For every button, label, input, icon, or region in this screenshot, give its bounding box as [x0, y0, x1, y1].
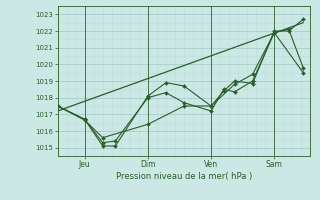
X-axis label: Pression niveau de la mer( hPa ): Pression niveau de la mer( hPa ): [116, 172, 252, 181]
